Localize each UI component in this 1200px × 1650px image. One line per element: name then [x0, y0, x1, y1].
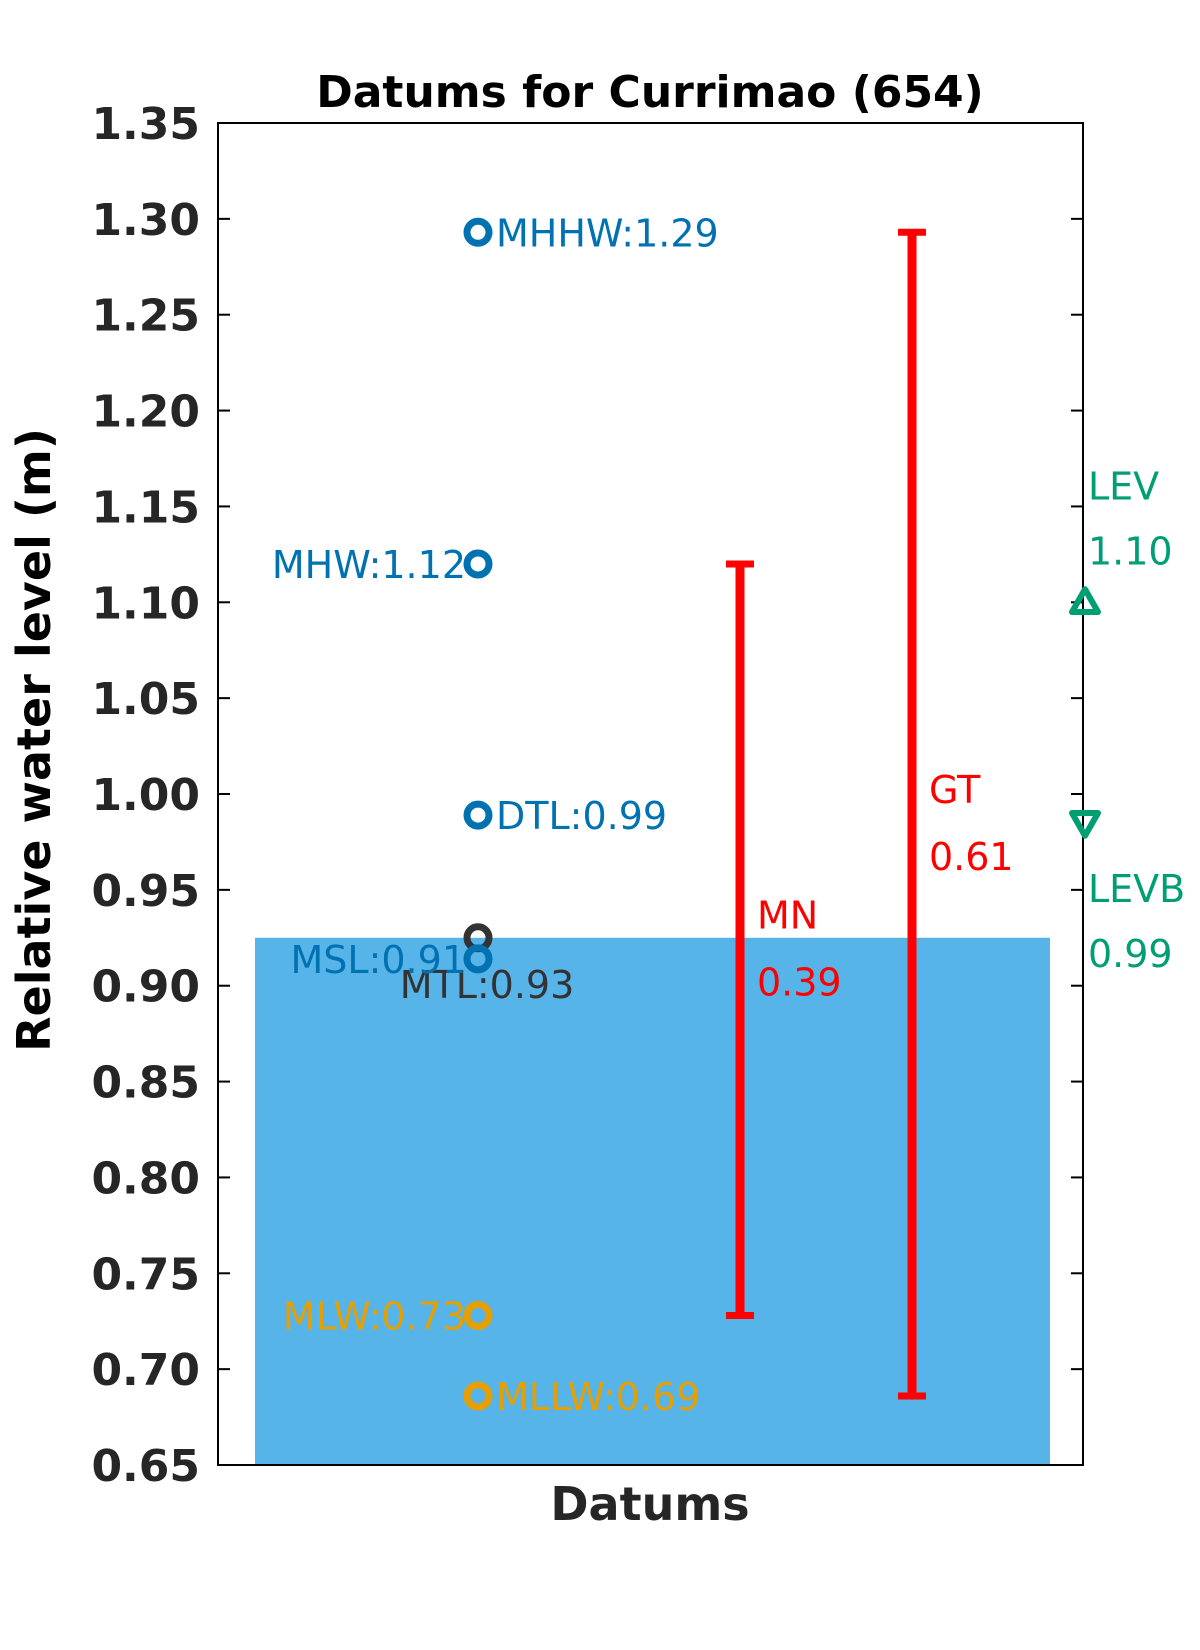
datum-label-mlw: MLW:0.73: [283, 1294, 466, 1338]
datum-label-mhw: MHW:1.12: [272, 543, 466, 587]
y-tick-label: 1.25: [91, 291, 200, 342]
level-marker-levb: [1069, 810, 1101, 839]
datum-label-mllw: MLLW:0.69: [496, 1375, 700, 1419]
datum-marker-msl: [463, 944, 493, 974]
y-tick-label: 0.65: [91, 1441, 200, 1492]
y-tick-label: 1.20: [91, 387, 200, 438]
datum-marker-dtl: [463, 800, 493, 830]
y-axis-label: Relative water level (m): [7, 428, 61, 1052]
y-tick-label: 0.85: [91, 1058, 200, 1109]
y-tick-label: 1.00: [91, 770, 200, 821]
level-label-name-levb: LEVB: [1088, 867, 1185, 911]
datum-marker-mllw: [463, 1381, 493, 1411]
range-label-name-gt: GT: [929, 768, 981, 812]
y-tick-label: 0.70: [91, 1345, 200, 1396]
level-marker-lev: [1069, 586, 1101, 616]
level-label-value-lev: 1.10: [1088, 529, 1173, 573]
datum-label-mhhw: MHHW:1.29: [496, 211, 719, 255]
y-tick-label: 0.80: [91, 1153, 200, 1204]
level-label-name-lev: LEV: [1088, 464, 1159, 508]
y-tick-label: 0.75: [91, 1249, 200, 1300]
x-axis-label: Datums: [550, 1477, 749, 1531]
datum-marker-mlw: [463, 1300, 493, 1330]
datum-label-dtl: DTL:0.99: [496, 794, 667, 838]
y-tick-label: 1.35: [91, 99, 200, 150]
y-tick-label: 1.05: [91, 674, 200, 725]
water-fill: [255, 937, 1050, 1465]
datum-label-msl: MSL:0.91: [291, 938, 467, 982]
datum-marker-mhw: [463, 549, 493, 579]
y-tick-label: 0.95: [91, 866, 200, 917]
range-label-value-mn: 0.39: [757, 961, 842, 1005]
datum-marker-mhhw: [463, 217, 493, 247]
chart-title: Datums for Currimao (654): [316, 67, 984, 118]
range-label-value-gt: 0.61: [929, 835, 1014, 879]
y-tick-label: 1.15: [91, 482, 200, 533]
range-label-name-mn: MN: [757, 894, 818, 938]
y-tick-label: 1.10: [91, 578, 200, 629]
plot-area: 0.65 0.70 0.75 0.80 0.85 0.90 0.95 1.00 1.05 1.10…: [91, 99, 1185, 1492]
level-label-value-levb: 0.99: [1088, 932, 1173, 976]
y-tick-label: 0.90: [91, 962, 200, 1013]
y-tick-label: 1.30: [91, 195, 200, 246]
